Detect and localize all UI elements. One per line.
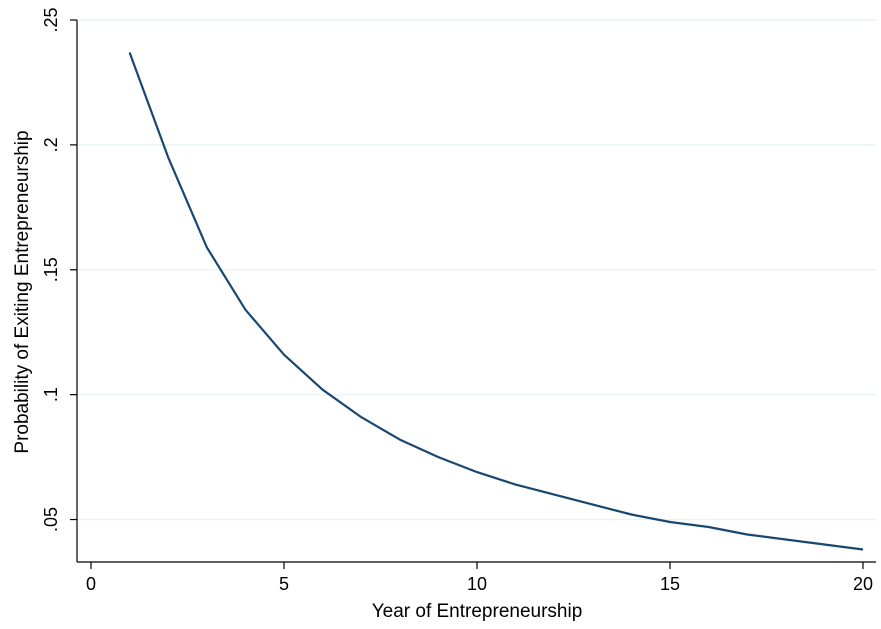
x-tick-label: 15 bbox=[660, 574, 680, 594]
x-tick-label: 0 bbox=[86, 574, 96, 594]
axis-ticks: .05 .1 .15 .2 .25 0 5 10 15 20 bbox=[41, 7, 873, 594]
y-tick-label: .1 bbox=[41, 387, 61, 402]
y-tick-label: .05 bbox=[41, 507, 61, 532]
series-layer bbox=[128, 52, 864, 551]
gridlines bbox=[77, 19, 876, 521]
y-tick-label: .25 bbox=[41, 7, 61, 32]
y-tick-label: .2 bbox=[41, 137, 61, 152]
x-tick-label: 10 bbox=[467, 574, 487, 594]
series-line bbox=[128, 52, 864, 551]
x-tick-label: 20 bbox=[853, 574, 873, 594]
y-tick-label: .15 bbox=[41, 257, 61, 282]
y-axis-title: Probability of Exiting Entrepreneurship bbox=[12, 130, 33, 453]
x-tick-label: 5 bbox=[279, 574, 289, 594]
x-axis-title: Year of Entrepreneurship bbox=[372, 601, 583, 622]
